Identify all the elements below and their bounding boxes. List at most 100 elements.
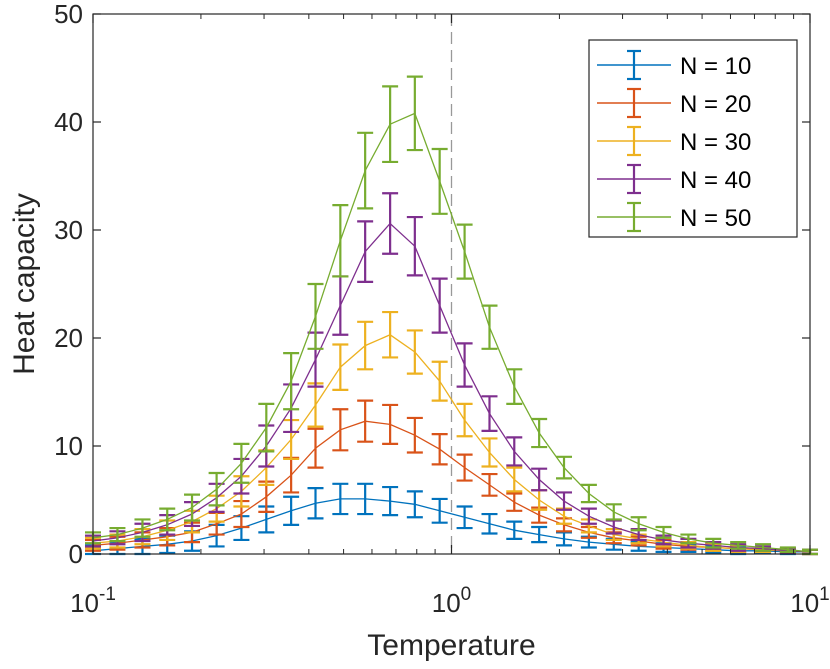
error-bar [705, 537, 722, 549]
error-bar [456, 453, 473, 482]
error-bar [332, 408, 349, 452]
legend-box [588, 39, 798, 238]
error-bar [357, 482, 374, 516]
error-bar [406, 329, 423, 375]
error-bar [481, 472, 498, 497]
error-bar [605, 503, 622, 521]
error-bar [506, 466, 523, 493]
error-bar [233, 442, 250, 484]
error-bar [208, 471, 225, 507]
series-line [92, 334, 811, 553]
y-tick-label: 10 [54, 431, 83, 461]
y-tick-label: 0 [69, 539, 83, 569]
error-bar [307, 487, 324, 520]
error-bar [357, 220, 374, 283]
error-bar [556, 455, 573, 480]
error-bar [307, 282, 324, 350]
error-bar [406, 75, 423, 152]
x-tick-base: 10 [790, 588, 819, 618]
legend-errorbar-icon [627, 125, 641, 157]
legend: N = 10 N = 20 N = 30 N = 40 N = 50 [588, 39, 798, 238]
legend-label: N = 20 [680, 91, 751, 118]
error-bar [431, 277, 448, 334]
series-line [92, 112, 811, 553]
error-bar [680, 533, 697, 545]
y-tick-label: 50 [54, 0, 83, 29]
error-bar [357, 131, 374, 210]
error-bar [431, 497, 448, 524]
error-bar [431, 360, 448, 402]
error-bar [456, 342, 473, 388]
x-axis-label: Temperature [367, 629, 535, 662]
error-bar [307, 427, 324, 469]
error-bar [357, 320, 374, 371]
x-tick-label: 10-1 [70, 584, 116, 618]
y-axis-label: Heat capacity [8, 193, 41, 375]
legend-label: N = 30 [680, 129, 751, 156]
error-bar [456, 505, 473, 530]
error-bar [506, 368, 523, 405]
x-tick-label: 100 [432, 584, 472, 618]
x-tick-base: 10 [70, 588, 99, 618]
error-bar [531, 467, 548, 492]
error-bar [109, 526, 126, 543]
legend-item: N = 50 [597, 201, 751, 233]
error-bar [580, 507, 597, 525]
error-bar [332, 343, 349, 391]
error-bar [382, 85, 399, 164]
legend-item: N = 20 [597, 87, 751, 119]
error-bar [134, 518, 151, 538]
error-bar [456, 402, 473, 438]
error-bar [556, 491, 573, 511]
x-tick-exponent: -1 [99, 584, 116, 605]
legend-errorbar-icon [627, 87, 641, 119]
error-bar [406, 416, 423, 454]
x-tick-exponent: 1 [819, 584, 830, 605]
x-tick-exponent: 0 [461, 584, 472, 605]
error-bar [406, 215, 423, 277]
error-bar [580, 483, 597, 504]
error-bar [406, 490, 423, 519]
y-tick-label: 30 [54, 215, 83, 245]
x-tick-base: 10 [432, 588, 461, 618]
legend-label: N = 10 [680, 53, 751, 80]
legend-item: N = 30 [597, 125, 751, 157]
error-bar [283, 495, 300, 526]
error-bar [184, 493, 201, 522]
y-tick-label: 40 [54, 107, 83, 137]
error-bar [655, 525, 672, 539]
legend-errorbar-icon [627, 49, 641, 81]
series-layer [85, 75, 818, 556]
error-bar [755, 543, 772, 552]
x-tick-label: 101 [790, 584, 830, 618]
error-bar [382, 192, 399, 255]
error-bar [357, 399, 374, 443]
legend-errorbar-icon [627, 163, 641, 195]
error-bar [431, 433, 448, 466]
error-bar [531, 417, 548, 449]
legend-item: N = 40 [597, 163, 751, 195]
error-bar [506, 492, 523, 512]
error-bar [481, 437, 498, 468]
y-tick-label: 20 [54, 323, 83, 353]
error-bar [332, 482, 349, 516]
legend-label: N = 40 [680, 167, 751, 194]
error-bar [258, 402, 275, 453]
legend-item: N = 10 [597, 49, 751, 81]
error-bar [506, 436, 523, 467]
series-5 [85, 75, 818, 556]
error-bar [730, 541, 747, 550]
legend-label: N = 50 [680, 205, 751, 232]
error-bar [630, 516, 647, 532]
error-bar [382, 403, 399, 445]
error-bar [159, 507, 176, 532]
error-bar [481, 512, 498, 535]
error-bar [531, 525, 548, 544]
error-bar [481, 395, 498, 432]
error-bar [506, 520, 523, 540]
error-bar [481, 304, 498, 350]
error-bar [332, 204, 349, 278]
error-bar [382, 310, 399, 359]
